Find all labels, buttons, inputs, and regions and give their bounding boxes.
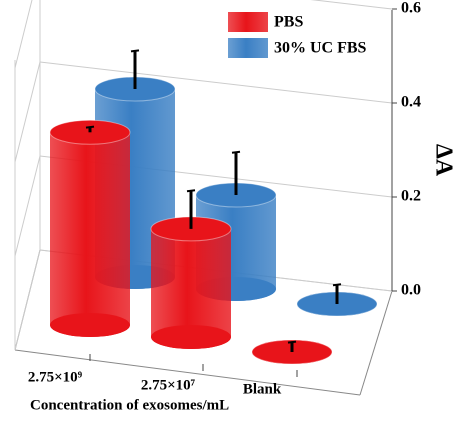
error-bar: [231, 150, 241, 195]
y-tick-label: 0.2: [401, 188, 421, 205]
grid-line: [310, 0, 393, 10]
y-axis-title: ΔA: [430, 144, 456, 177]
error-bar: [85, 125, 95, 133]
grid-line: [14, 155, 41, 257]
error-cap: [85, 125, 95, 129]
error-cap: [287, 340, 297, 344]
x-axis-title: Concentration of exosomes/mL: [30, 397, 229, 413]
error-cap: [186, 189, 196, 193]
legend-swatch: [228, 12, 268, 32]
bar: [150, 216, 232, 349]
bar: [49, 119, 131, 337]
legend-label: PBS: [274, 14, 303, 31]
bar-body: [151, 228, 231, 349]
legend-swatch: [228, 38, 268, 58]
grid-line: [14, 249, 41, 351]
y-tick-label: 0.4: [401, 94, 421, 111]
error-bar: [332, 283, 342, 304]
y-tick-label: 0.6: [401, 0, 421, 17]
error-bar: [186, 189, 196, 229]
error-cap: [231, 150, 241, 154]
grid-line: [14, 0, 33, 69]
error-cap: [130, 49, 140, 53]
x-tick-label: 2.75×10⁹: [28, 369, 83, 385]
grid-line: [14, 61, 41, 163]
legend-label: 30% UC FBS: [274, 40, 367, 57]
y-tick-label: 0.0: [401, 282, 421, 299]
x-tick-label: 2.75×10⁷: [141, 377, 196, 393]
error-bar: [287, 340, 297, 352]
error-cap: [332, 283, 342, 287]
grid-line: [39, 61, 393, 104]
bar-body: [50, 132, 130, 337]
x-tick-label: Blank: [243, 381, 282, 397]
error-bar: [130, 49, 140, 89]
